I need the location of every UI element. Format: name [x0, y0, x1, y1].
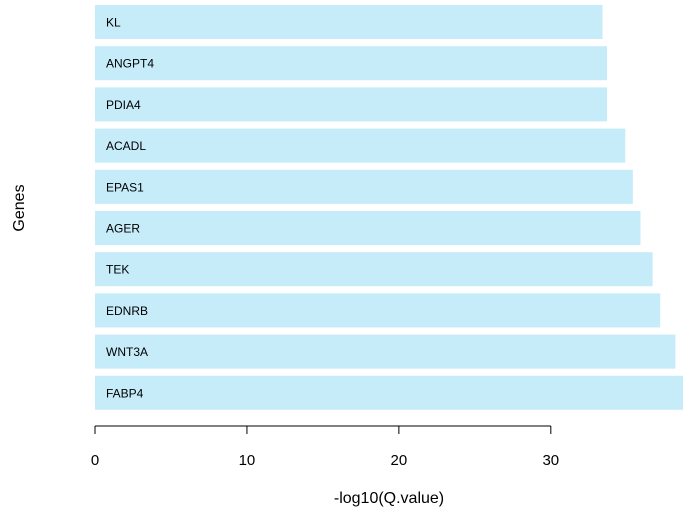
x-tick-label-30: 30 — [542, 452, 559, 469]
bar-label-ednrb: EDNRB — [106, 304, 148, 318]
bar-epas1 — [95, 169, 633, 204]
bar-label-acadl: ACADL — [106, 139, 146, 153]
x-tick-label-20: 20 — [391, 452, 408, 469]
x-tick-label-0: 0 — [91, 452, 99, 469]
bar-label-wnt3a: WNT3A — [106, 345, 148, 359]
x-axis: 0 10 20 30 — [91, 425, 559, 469]
bar-kl — [95, 5, 603, 39]
bars-group — [95, 5, 683, 410]
bar-label-kl: KL — [106, 16, 121, 30]
bar-ednrb — [95, 293, 661, 328]
bar-tek — [95, 252, 653, 287]
bar-label-tek: TEK — [106, 263, 129, 277]
bar-pdia4 — [95, 87, 608, 122]
bar-label-ager: AGER — [106, 222, 140, 236]
bar-label-pdia4: PDIA4 — [106, 98, 141, 112]
bar-wnt3a — [95, 334, 676, 369]
y-axis-title: Genes — [11, 184, 28, 231]
bar-ager — [95, 211, 641, 245]
bar-labels-group: FABP4 WNT3A EDNRB TEK AGER EPAS1 ACADL PDIA4 ANG… — [106, 16, 154, 401]
bar-acadl — [95, 128, 626, 163]
x-tick-label-10: 10 — [239, 452, 256, 469]
bar-angpt4 — [95, 46, 608, 81]
bar-label-fabp4: FABP4 — [106, 386, 144, 400]
x-axis-title: -log10(Q.value) — [334, 490, 444, 507]
bar-label-angpt4: ANGPT4 — [106, 57, 154, 71]
bar-fabp4 — [95, 375, 683, 410]
bar-label-epas1: EPAS1 — [106, 180, 144, 194]
